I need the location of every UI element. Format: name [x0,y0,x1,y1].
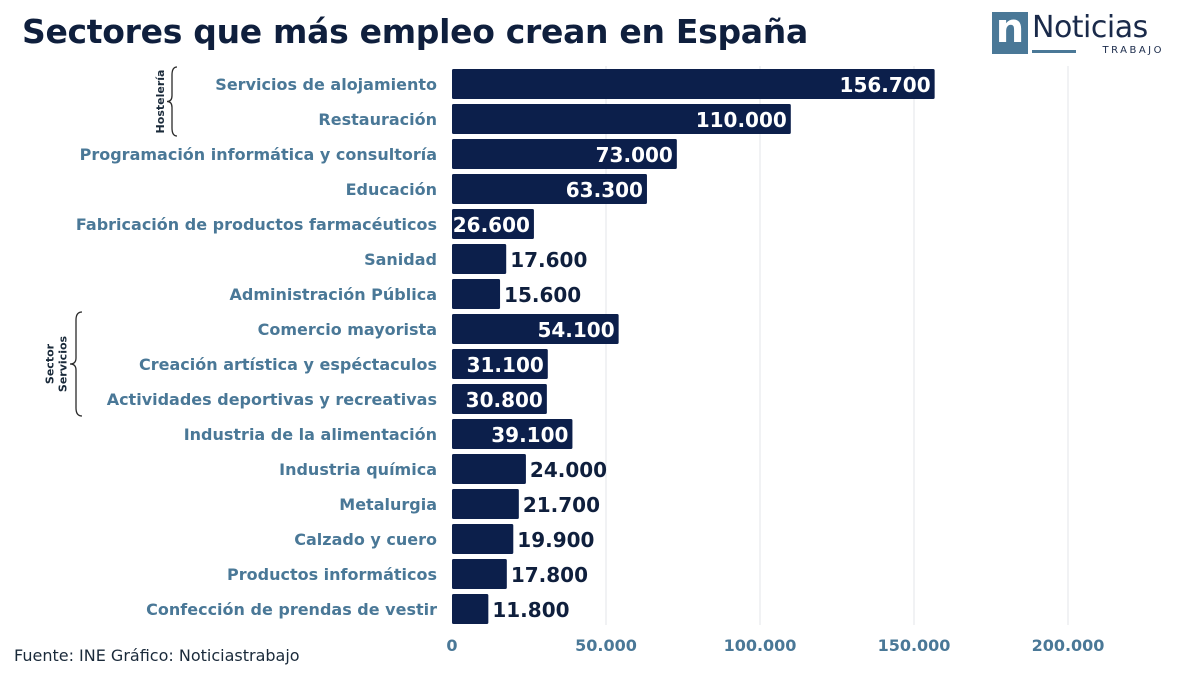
value-label: 15.600 [504,283,581,307]
logo-underline [1032,50,1076,53]
x-tick-label: 200.000 [1032,636,1105,655]
bar [452,104,791,134]
bar [452,174,647,204]
bar [452,454,526,484]
group-bracket [69,311,83,417]
category-label: Metalurgia [339,495,437,514]
source-note: Fuente: INE Gráfico: Noticiastrabajo [14,646,300,665]
logo-subtitle: TRABAJO [1102,45,1164,56]
bar [452,524,514,554]
bar [452,559,507,589]
category-label: Administración Pública [230,285,437,304]
bar [452,139,677,169]
value-labels: 156.700 110.000 73.000 63.300 26.600 17.600 15… [453,73,931,622]
category-label: Programación informática y consultoría [80,145,437,164]
group-label-line: Sector [44,343,57,384]
x-tick-label: 150.000 [878,636,951,655]
group-bracket [166,66,178,137]
value-label: 26.600 [453,213,530,237]
x-tick-label: 50.000 [575,636,637,655]
category-label: Fabricación de productos farmacéuticos [76,215,437,234]
x-tick-label: 100.000 [724,636,797,655]
logo-mark-letter: n [995,6,1025,52]
group-label: Hostelería [154,70,167,134]
value-label: 11.800 [492,598,569,622]
value-label: 19.900 [517,528,594,552]
logo-mark-icon: n [992,6,1028,54]
category-label: Productos informáticos [227,565,437,584]
bar [452,594,489,624]
category-label: Servicios de alojamiento [215,75,437,94]
category-label: Actividades deportivas y recreativas [107,390,437,409]
bar [452,314,619,344]
bar [452,349,548,379]
bar [452,279,501,309]
x-tick-label: 0 [446,636,457,655]
value-label: 17.600 [510,248,587,272]
group-label-line: Servicios [57,335,70,392]
category-label: Creación artística y espéctaculos [139,355,437,374]
logo-word: Noticias [1032,10,1148,45]
value-label: 110.000 [696,108,787,132]
group-brackets: Hostelería SectorServicios [44,66,178,417]
bar [452,489,519,519]
category-label: Calzado y cuero [294,530,437,549]
value-label: 39.100 [491,423,568,447]
value-label: 30.800 [466,388,543,412]
value-label: 21.700 [523,493,600,517]
value-label: 156.700 [840,73,931,97]
category-label: Industria química [279,460,437,479]
bars [452,69,935,624]
x-axis-ticks: 0 50.000 100.000 150.000 200.000 [446,636,1104,655]
chart-title: Sectores que más empleo crean en España [22,12,808,51]
group-label: SectorServicios [44,335,70,392]
bar [452,419,573,449]
noticias-trabajo-logo: n Noticias TRABAJO [992,6,1172,56]
bar [452,384,547,414]
category-label: Restauración [318,110,437,129]
value-label: 24.000 [530,458,607,482]
category-labels: Servicios de alojamiento Restauración Prog… [76,75,437,619]
category-label: Sanidad [364,250,437,269]
category-label: Confección de prendas de vestir [146,600,437,619]
value-label: 73.000 [596,143,673,167]
value-label: 17.800 [511,563,588,587]
bar [452,244,507,274]
category-label: Comercio mayorista [258,320,437,339]
category-label: Educación [346,180,437,199]
bar [452,69,935,99]
value-label: 63.300 [566,178,643,202]
value-label: 54.100 [537,318,614,342]
bar [452,209,534,239]
category-label: Industria de la alimentación [184,425,437,444]
group-label-line: Hostelería [154,70,167,134]
value-label: 31.100 [467,353,544,377]
